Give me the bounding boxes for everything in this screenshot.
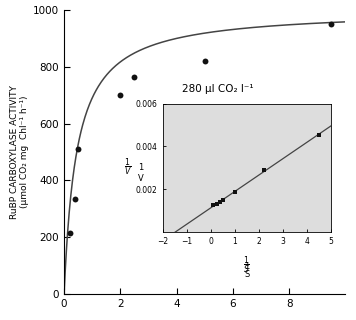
Point — [131, 74, 137, 79]
Y-axis label: RuBP CARBOXYLASE ACTIVITY
(μmol CO₂ mg  Chl⁻¹ h⁻¹): RuBP CARBOXYLASE ACTIVITY (μmol CO₂ mg C… — [10, 85, 29, 219]
Point — [73, 196, 78, 202]
Point — [202, 58, 208, 63]
Point — [75, 147, 81, 152]
Point — [117, 92, 123, 98]
Point — [67, 231, 73, 236]
Point — [328, 21, 334, 27]
Text: 280 μl CO₂ l⁻¹: 280 μl CO₂ l⁻¹ — [182, 84, 254, 94]
